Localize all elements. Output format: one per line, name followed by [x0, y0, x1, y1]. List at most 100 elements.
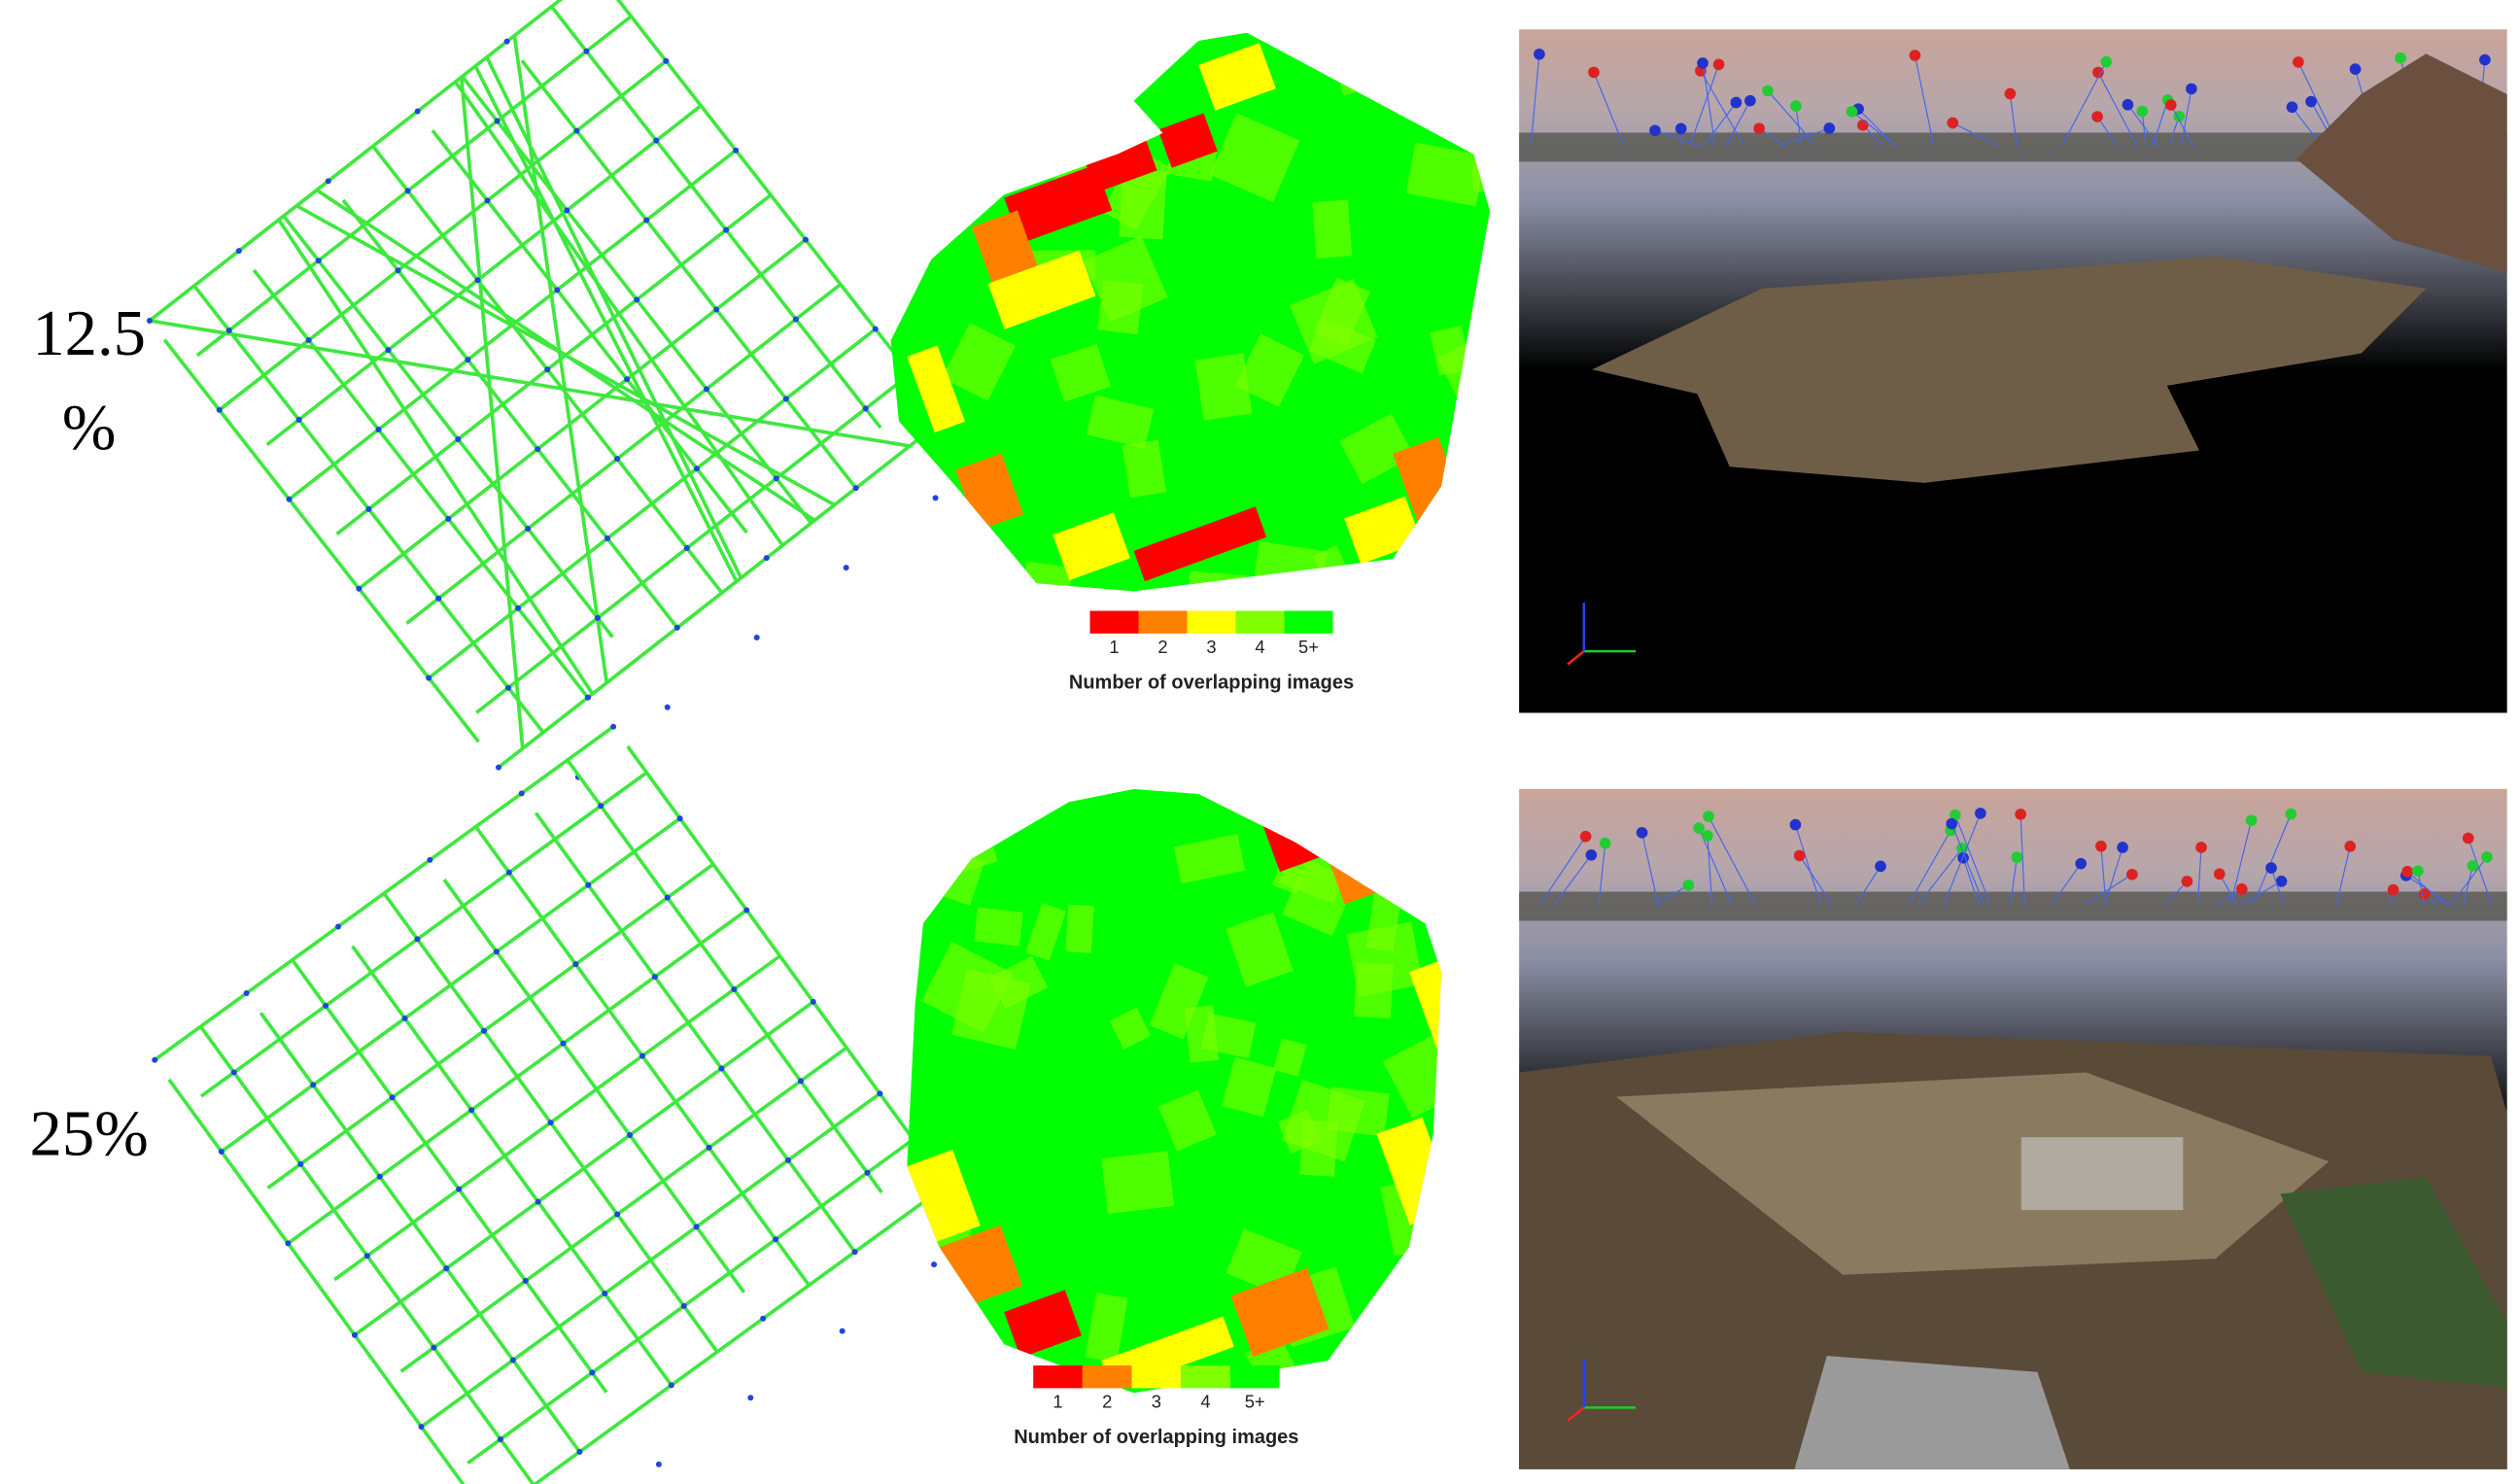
waypoint — [931, 1261, 938, 1268]
camera — [1674, 122, 1687, 135]
waypoint — [484, 197, 491, 204]
camera — [2126, 868, 2138, 880]
waypoint — [509, 1357, 516, 1363]
waypoint — [494, 118, 501, 124]
camera — [1636, 826, 1648, 839]
overlap-patch — [1173, 833, 1246, 884]
waypoint — [634, 296, 640, 303]
overlap-patch — [987, 250, 1096, 329]
camera-ray — [2463, 865, 2473, 905]
camera-ray — [1702, 62, 1716, 146]
waypoint — [639, 1053, 645, 1059]
camera-ray — [2335, 846, 2351, 905]
flight-line — [431, 129, 748, 534]
camera-ray — [1640, 832, 1659, 905]
flight-line — [199, 771, 648, 1098]
camera-ray — [1952, 121, 1998, 147]
flight-line — [399, 1046, 848, 1373]
camera-ray — [1954, 814, 1991, 906]
camera — [1693, 822, 1705, 835]
waypoint — [572, 961, 579, 968]
row-label: 25% — [29, 1096, 149, 1170]
camera — [1588, 66, 1600, 79]
waypoint — [522, 1278, 529, 1285]
waypoint — [598, 803, 604, 810]
waypoint — [704, 386, 710, 393]
waypoint — [554, 287, 561, 293]
overlap-patch — [1133, 506, 1267, 582]
camera-ray — [2152, 99, 2169, 146]
waypoint — [505, 869, 512, 876]
waypoint — [573, 127, 580, 134]
legend-swatch — [1235, 610, 1285, 634]
overlap-patch — [1367, 58, 1422, 107]
flight-line — [333, 954, 781, 1282]
camera — [1697, 57, 1709, 69]
waypoint — [295, 416, 302, 423]
camera-ray — [2219, 874, 2238, 906]
camera-ray — [1943, 812, 1982, 906]
waypoint — [872, 326, 879, 332]
overlap-patch — [1198, 43, 1276, 111]
waypoint — [481, 1027, 488, 1034]
camera — [2095, 840, 2107, 852]
camera — [2401, 865, 2414, 878]
camera — [2195, 842, 2207, 853]
camera — [2305, 95, 2317, 108]
waypoint — [323, 1002, 329, 1009]
waypoint — [468, 1107, 475, 1114]
overlap-patch — [971, 210, 1040, 289]
waypoint — [706, 1144, 712, 1151]
overlap-patch — [1262, 798, 1357, 873]
waypoint — [443, 1265, 450, 1272]
camera — [2293, 56, 2304, 68]
waypoint — [594, 614, 601, 621]
legend-swatch — [1089, 610, 1139, 634]
waypoint — [743, 907, 750, 914]
waypoint — [547, 1120, 554, 1126]
waypoint — [589, 1369, 596, 1376]
camera — [2136, 105, 2149, 118]
flight-path — [152, 723, 949, 1484]
camera — [2275, 876, 2288, 887]
camera — [2286, 101, 2298, 114]
flight-line — [442, 879, 746, 1294]
overlap-patch — [1122, 439, 1167, 499]
camera — [1649, 124, 1661, 137]
legend-title: Number of overlapping images — [1069, 673, 1354, 694]
waypoint — [747, 1395, 754, 1401]
overlap-patch — [1339, 413, 1415, 485]
waypoint — [218, 1148, 224, 1155]
flight-line — [428, 328, 877, 680]
flight-line — [626, 744, 949, 1187]
waypoint — [414, 936, 421, 943]
waypoint — [401, 1015, 408, 1021]
camera — [1949, 809, 1961, 821]
overlap-patch — [1184, 1005, 1219, 1063]
camera — [2004, 87, 2017, 100]
camera — [1946, 817, 1958, 830]
waypoint — [802, 236, 809, 243]
waypoint — [718, 1065, 725, 1072]
overlap-patch — [1313, 277, 1370, 347]
camera — [2462, 832, 2474, 845]
waypoint — [576, 1448, 583, 1455]
render-view — [1519, 29, 2507, 713]
waypoint — [797, 1078, 804, 1085]
rock-outcrop — [2296, 53, 2507, 273]
camera-ray — [2180, 88, 2192, 146]
waypoint — [385, 347, 392, 354]
camera-ray — [1708, 815, 1756, 906]
overlap-patch — [890, 547, 972, 592]
camera — [1712, 58, 1725, 71]
camera — [2186, 83, 2197, 95]
overlap-patch — [1222, 1056, 1277, 1118]
waypoint — [584, 694, 591, 701]
legend-swatch — [1181, 1365, 1230, 1389]
camera-ray — [1707, 835, 1713, 905]
waypoint — [676, 815, 683, 822]
waypoint — [414, 108, 421, 115]
waypoint — [655, 1461, 662, 1467]
waypoint — [427, 856, 433, 863]
legend-swatch — [1187, 610, 1236, 634]
